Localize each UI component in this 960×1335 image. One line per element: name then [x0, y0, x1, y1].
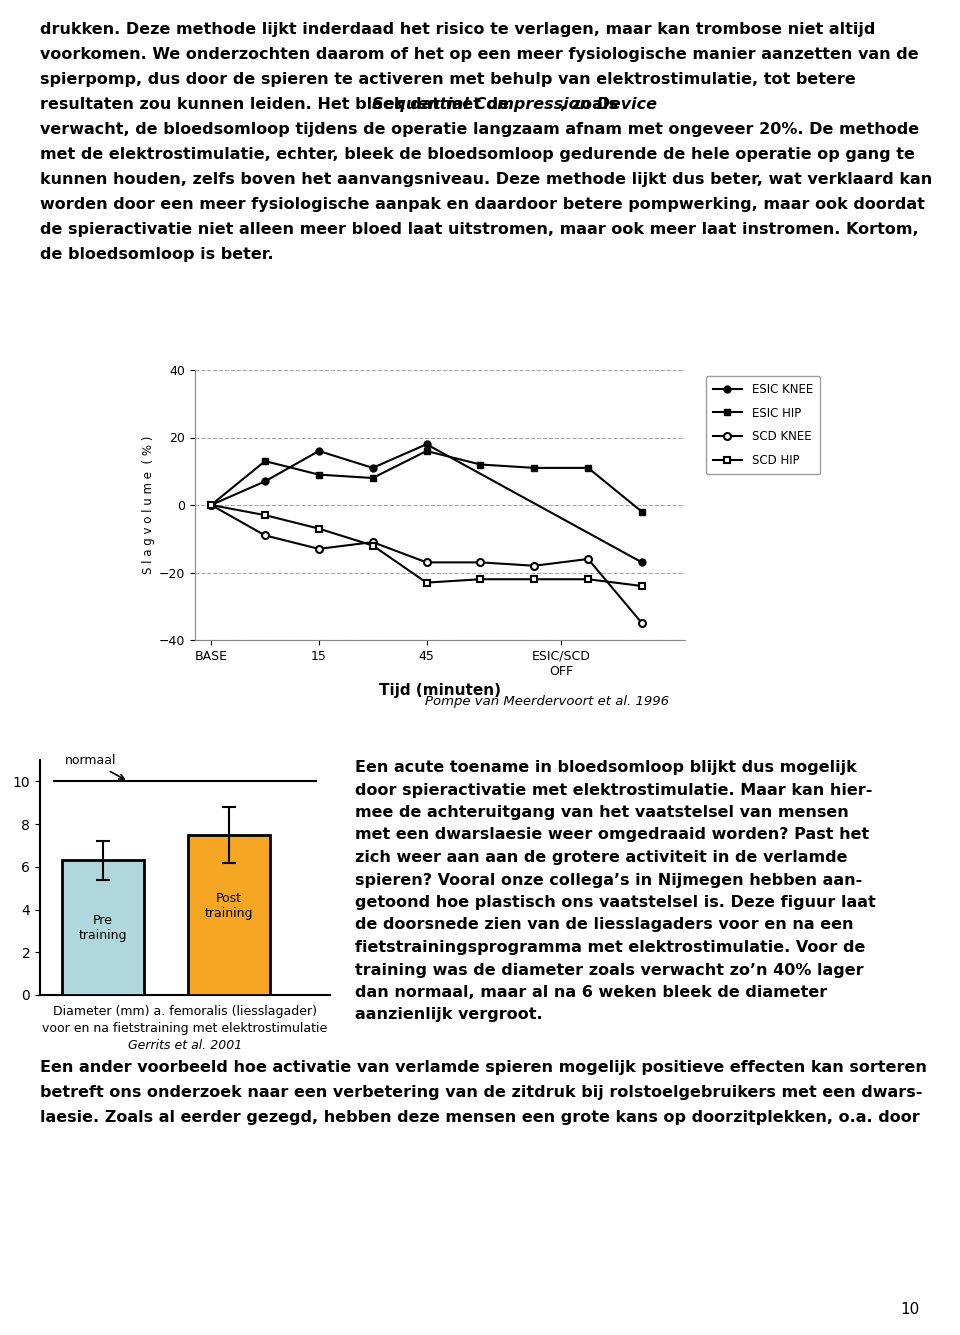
Text: zich weer aan aan de grotere activiteit in de verlamde: zich weer aan aan de grotere activiteit …	[355, 850, 848, 865]
Text: Pre
training: Pre training	[79, 913, 128, 941]
Bar	[188, 834, 270, 995]
Text: mee de achteruitgang van het vaatstelsel van mensen: mee de achteruitgang van het vaatstelsel…	[355, 805, 849, 820]
Text: betreft ons onderzoek naar een verbetering van de zitdruk bij rolstoelgebruikers: betreft ons onderzoek naar een verbeteri…	[40, 1085, 923, 1100]
Bar	[62, 861, 144, 995]
Text: Een acute toename in bloedsomloop blijkt dus mogelijk: Een acute toename in bloedsomloop blijkt…	[355, 760, 856, 776]
Text: Post
training: Post training	[204, 892, 253, 920]
Text: de bloedsomloop is beter.: de bloedsomloop is beter.	[40, 247, 274, 262]
Text: resultaten zou kunnen leiden. Het bleek dat met de: resultaten zou kunnen leiden. Het bleek …	[40, 97, 515, 112]
Text: Gerrits et al. 2001: Gerrits et al. 2001	[128, 1039, 242, 1052]
Text: Pompe van Meerdervoort et al. 1996: Pompe van Meerdervoort et al. 1996	[425, 696, 669, 708]
Text: verwacht, de bloedsomloop tijdens de operatie langzaam afnam met ongeveer 20%. D: verwacht, de bloedsomloop tijdens de ope…	[40, 121, 919, 138]
Text: met de elektrostimulatie, echter, bleek de bloedsomloop gedurende de hele operat: met de elektrostimulatie, echter, bleek …	[40, 147, 915, 162]
Text: training was de diameter zoals verwacht zo’n 40% lager: training was de diameter zoals verwacht …	[355, 963, 864, 977]
Text: fietstrainingsprogramma met elektrostimulatie. Voor de: fietstrainingsprogramma met elektrostimu…	[355, 940, 865, 955]
Text: voorkomen. We onderzochten daarom of het op een meer fysiologische manier aanzet: voorkomen. We onderzochten daarom of het…	[40, 47, 919, 61]
Text: worden door een meer fysiologische aanpak en daardoor betere pompwerking, maar o: worden door een meer fysiologische aanpa…	[40, 198, 924, 212]
Text: spieren? Vooral onze collega’s in Nijmegen hebben aan-: spieren? Vooral onze collega’s in Nijmeg…	[355, 873, 862, 888]
Text: spierpomp, dus door de spieren te activeren met behulp van elektrostimulatie, to: spierpomp, dus door de spieren te active…	[40, 72, 855, 87]
Text: laesie. Zoals al eerder gezegd, hebben deze mensen een grote kans op doorzitplek: laesie. Zoals al eerder gezegd, hebben d…	[40, 1109, 920, 1125]
Text: normaal: normaal	[65, 754, 124, 780]
Text: , zoals: , zoals	[560, 97, 618, 112]
Text: 10: 10	[900, 1302, 920, 1318]
Text: Sequential Compression Device: Sequential Compression Device	[372, 97, 657, 112]
Y-axis label: S l a g v o l u m e  ( % ): S l a g v o l u m e ( % )	[142, 435, 155, 574]
Legend: ESIC KNEE, ESIC HIP, SCD KNEE, SCD HIP: ESIC KNEE, ESIC HIP, SCD KNEE, SCD HIP	[706, 376, 820, 474]
Text: met een dwarslaesie weer omgedraaid worden? Past het: met een dwarslaesie weer omgedraaid word…	[355, 828, 869, 842]
Text: door spieractivatie met elektrostimulatie. Maar kan hier-: door spieractivatie met elektrostimulati…	[355, 782, 873, 797]
Text: dan normaal, maar al na 6 weken bleek de diameter: dan normaal, maar al na 6 weken bleek de…	[355, 985, 828, 1000]
Text: drukken. Deze methode lijkt inderdaad het risico te verlagen, maar kan trombose : drukken. Deze methode lijkt inderdaad he…	[40, 21, 876, 37]
Text: getoond hoe plastisch ons vaatstelsel is. Deze figuur laat: getoond hoe plastisch ons vaatstelsel is…	[355, 894, 876, 910]
Text: kunnen houden, zelfs boven het aanvangsniveau. Deze methode lijkt dus beter, wat: kunnen houden, zelfs boven het aanvangsn…	[40, 172, 932, 187]
Text: de doorsnede zien van de liesslagaders voor en na een: de doorsnede zien van de liesslagaders v…	[355, 917, 853, 933]
Text: Diameter (mm) a. femoralis (liesslagader)
voor en na fietstraining met elektrost: Diameter (mm) a. femoralis (liesslagader…	[42, 1005, 327, 1035]
X-axis label: Tijd (minuten): Tijd (minuten)	[379, 684, 501, 698]
Text: aanzienlijk vergroot.: aanzienlijk vergroot.	[355, 1008, 542, 1023]
Text: de spieractivatie niet alleen meer bloed laat uitstromen, maar ook meer laat ins: de spieractivatie niet alleen meer bloed…	[40, 222, 919, 238]
Text: Een ander voorbeeld hoe activatie van verlamde spieren mogelijk positieve effect: Een ander voorbeeld hoe activatie van ve…	[40, 1060, 926, 1075]
